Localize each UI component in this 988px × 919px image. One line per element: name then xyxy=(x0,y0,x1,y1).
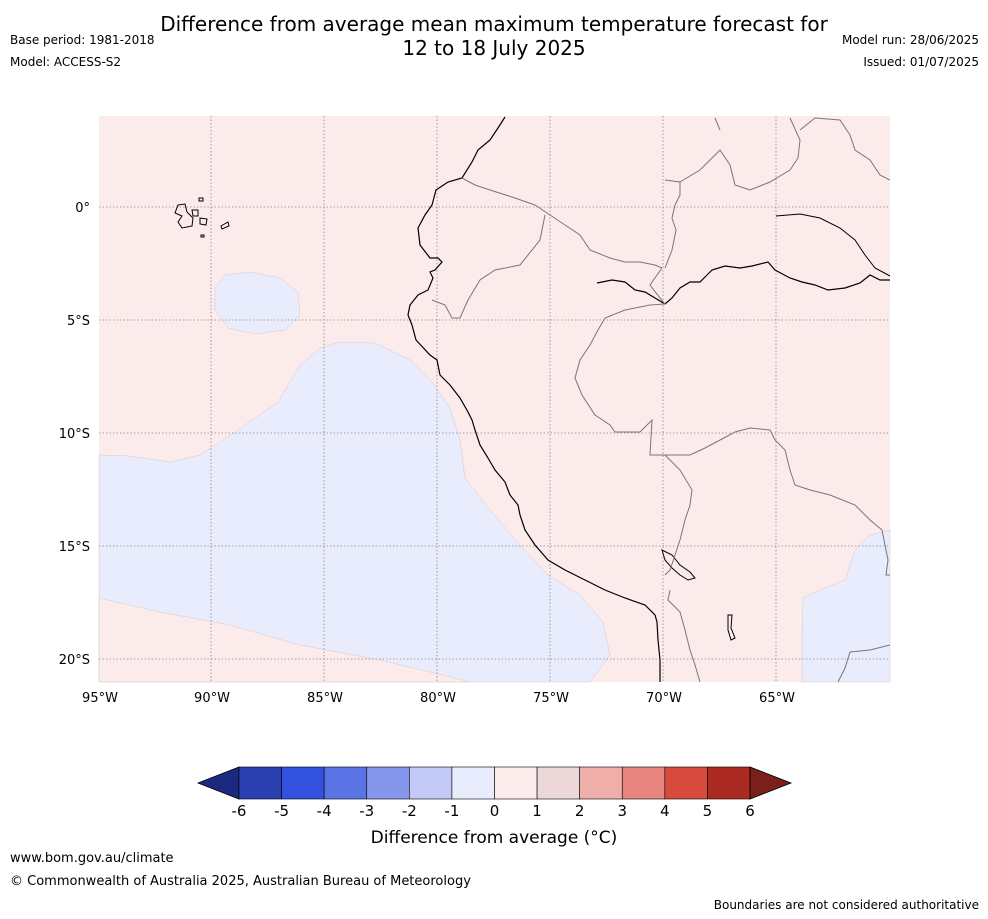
colorbar-segment xyxy=(707,766,751,800)
colorbar-segment xyxy=(664,766,708,800)
lon-label-75w: 75°W xyxy=(533,691,569,706)
colorbar-tick-label: 5 xyxy=(703,802,713,820)
colorbar-tick-label: 4 xyxy=(660,802,670,820)
colorbar-tick-label: 3 xyxy=(617,802,627,820)
website-link[interactable]: www.bom.gov.au/climate xyxy=(10,851,174,866)
model-run: Model run: 28/06/2025 xyxy=(841,33,979,47)
lake-small xyxy=(727,614,736,641)
colorbar-segment xyxy=(536,766,580,800)
model-name: Model: ACCESS-S2 xyxy=(10,55,122,69)
colorbar-segment xyxy=(238,766,282,800)
map-panel xyxy=(98,116,891,683)
colorbar-segment xyxy=(451,766,495,800)
colorbar-tick-label: 1 xyxy=(532,802,542,820)
lon-label-85w: 85°W xyxy=(307,691,343,706)
title-line-1: Difference from average mean maximum tem… xyxy=(160,12,828,36)
galapagos-islands xyxy=(174,197,230,238)
lon-label-65w: 65°W xyxy=(759,691,795,706)
cool-region-east xyxy=(801,529,891,683)
colorbar-segment xyxy=(494,766,538,800)
lon-label-90w: 90°W xyxy=(194,691,230,706)
lat-label-15s: 15°S xyxy=(59,540,90,555)
country-borders xyxy=(431,117,891,683)
latitude-labels: 0° 5°S 10°S 15°S 20°S xyxy=(59,201,90,668)
negro-river xyxy=(775,213,891,277)
colorbar-segment xyxy=(409,766,453,800)
lat-label-20s: 20°S xyxy=(59,653,90,668)
colorbar-ticks: -6 -5 -4 -3 -2 -1 0 1 2 3 4 5 6 xyxy=(232,802,755,820)
lat-label-0: 0° xyxy=(75,201,90,216)
colorbar-segment xyxy=(621,766,666,800)
colorbar-label: Difference from average (°C) xyxy=(370,828,618,848)
colorbar-tick-label: 2 xyxy=(575,802,585,820)
colorbar-tick-label: -5 xyxy=(274,802,289,820)
colorbar-tick-label: 6 xyxy=(745,802,755,820)
colorbar-extend-low xyxy=(196,766,240,800)
colorbar-tick-label: -6 xyxy=(232,802,247,820)
lon-label-80w: 80°W xyxy=(420,691,456,706)
colorbar-extend-high xyxy=(749,766,793,800)
lon-label-95w: 95°W xyxy=(82,691,118,706)
cool-region-west xyxy=(214,271,301,335)
lat-label-5s: 5°S xyxy=(67,314,90,329)
colorbar-segment xyxy=(366,766,410,800)
colorbar-tick-label: -1 xyxy=(444,802,459,820)
meta-left: Base period: 1981-2018 Model: ACCESS-S2 xyxy=(10,29,155,73)
colorbar-segment xyxy=(281,766,325,800)
copyright-notice: © Commonwealth of Australia 2025, Austra… xyxy=(10,874,471,889)
colorbar-tick-label: -2 xyxy=(402,802,417,820)
title-line-2: 12 to 18 July 2025 xyxy=(402,36,586,60)
colorbar-segment xyxy=(323,766,368,800)
longitude-labels: 95°W 90°W 85°W 80°W 75°W 70°W 65°W xyxy=(82,691,795,706)
colorbar xyxy=(196,766,793,800)
gridlines xyxy=(99,116,890,682)
coastline xyxy=(407,116,661,682)
lake-titicaca xyxy=(661,549,696,581)
cool-region-ocean xyxy=(98,341,611,683)
lat-label-10s: 10°S xyxy=(59,427,90,442)
amazon-river xyxy=(596,261,890,305)
base-period: Base period: 1981-2018 xyxy=(10,33,155,47)
colorbar-tick-label: -3 xyxy=(359,802,374,820)
colorbar-tick-label: 0 xyxy=(490,802,500,820)
colorbar-tick-label: -4 xyxy=(317,802,332,820)
warm-region-south xyxy=(98,597,471,683)
colorbar-segment xyxy=(579,766,623,800)
meta-right: Model run: 28/06/2025 Issued: 01/07/2025 xyxy=(842,29,979,73)
map-title: Difference from average mean maximum tem… xyxy=(0,12,988,60)
issued-date: Issued: 01/07/2025 xyxy=(863,55,979,69)
lon-label-70w: 70°W xyxy=(646,691,682,706)
boundary-disclaimer: Boundaries are not considered authoritat… xyxy=(713,898,979,912)
